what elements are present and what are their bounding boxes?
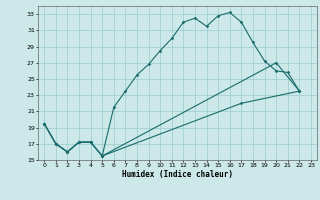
X-axis label: Humidex (Indice chaleur): Humidex (Indice chaleur)	[122, 170, 233, 179]
